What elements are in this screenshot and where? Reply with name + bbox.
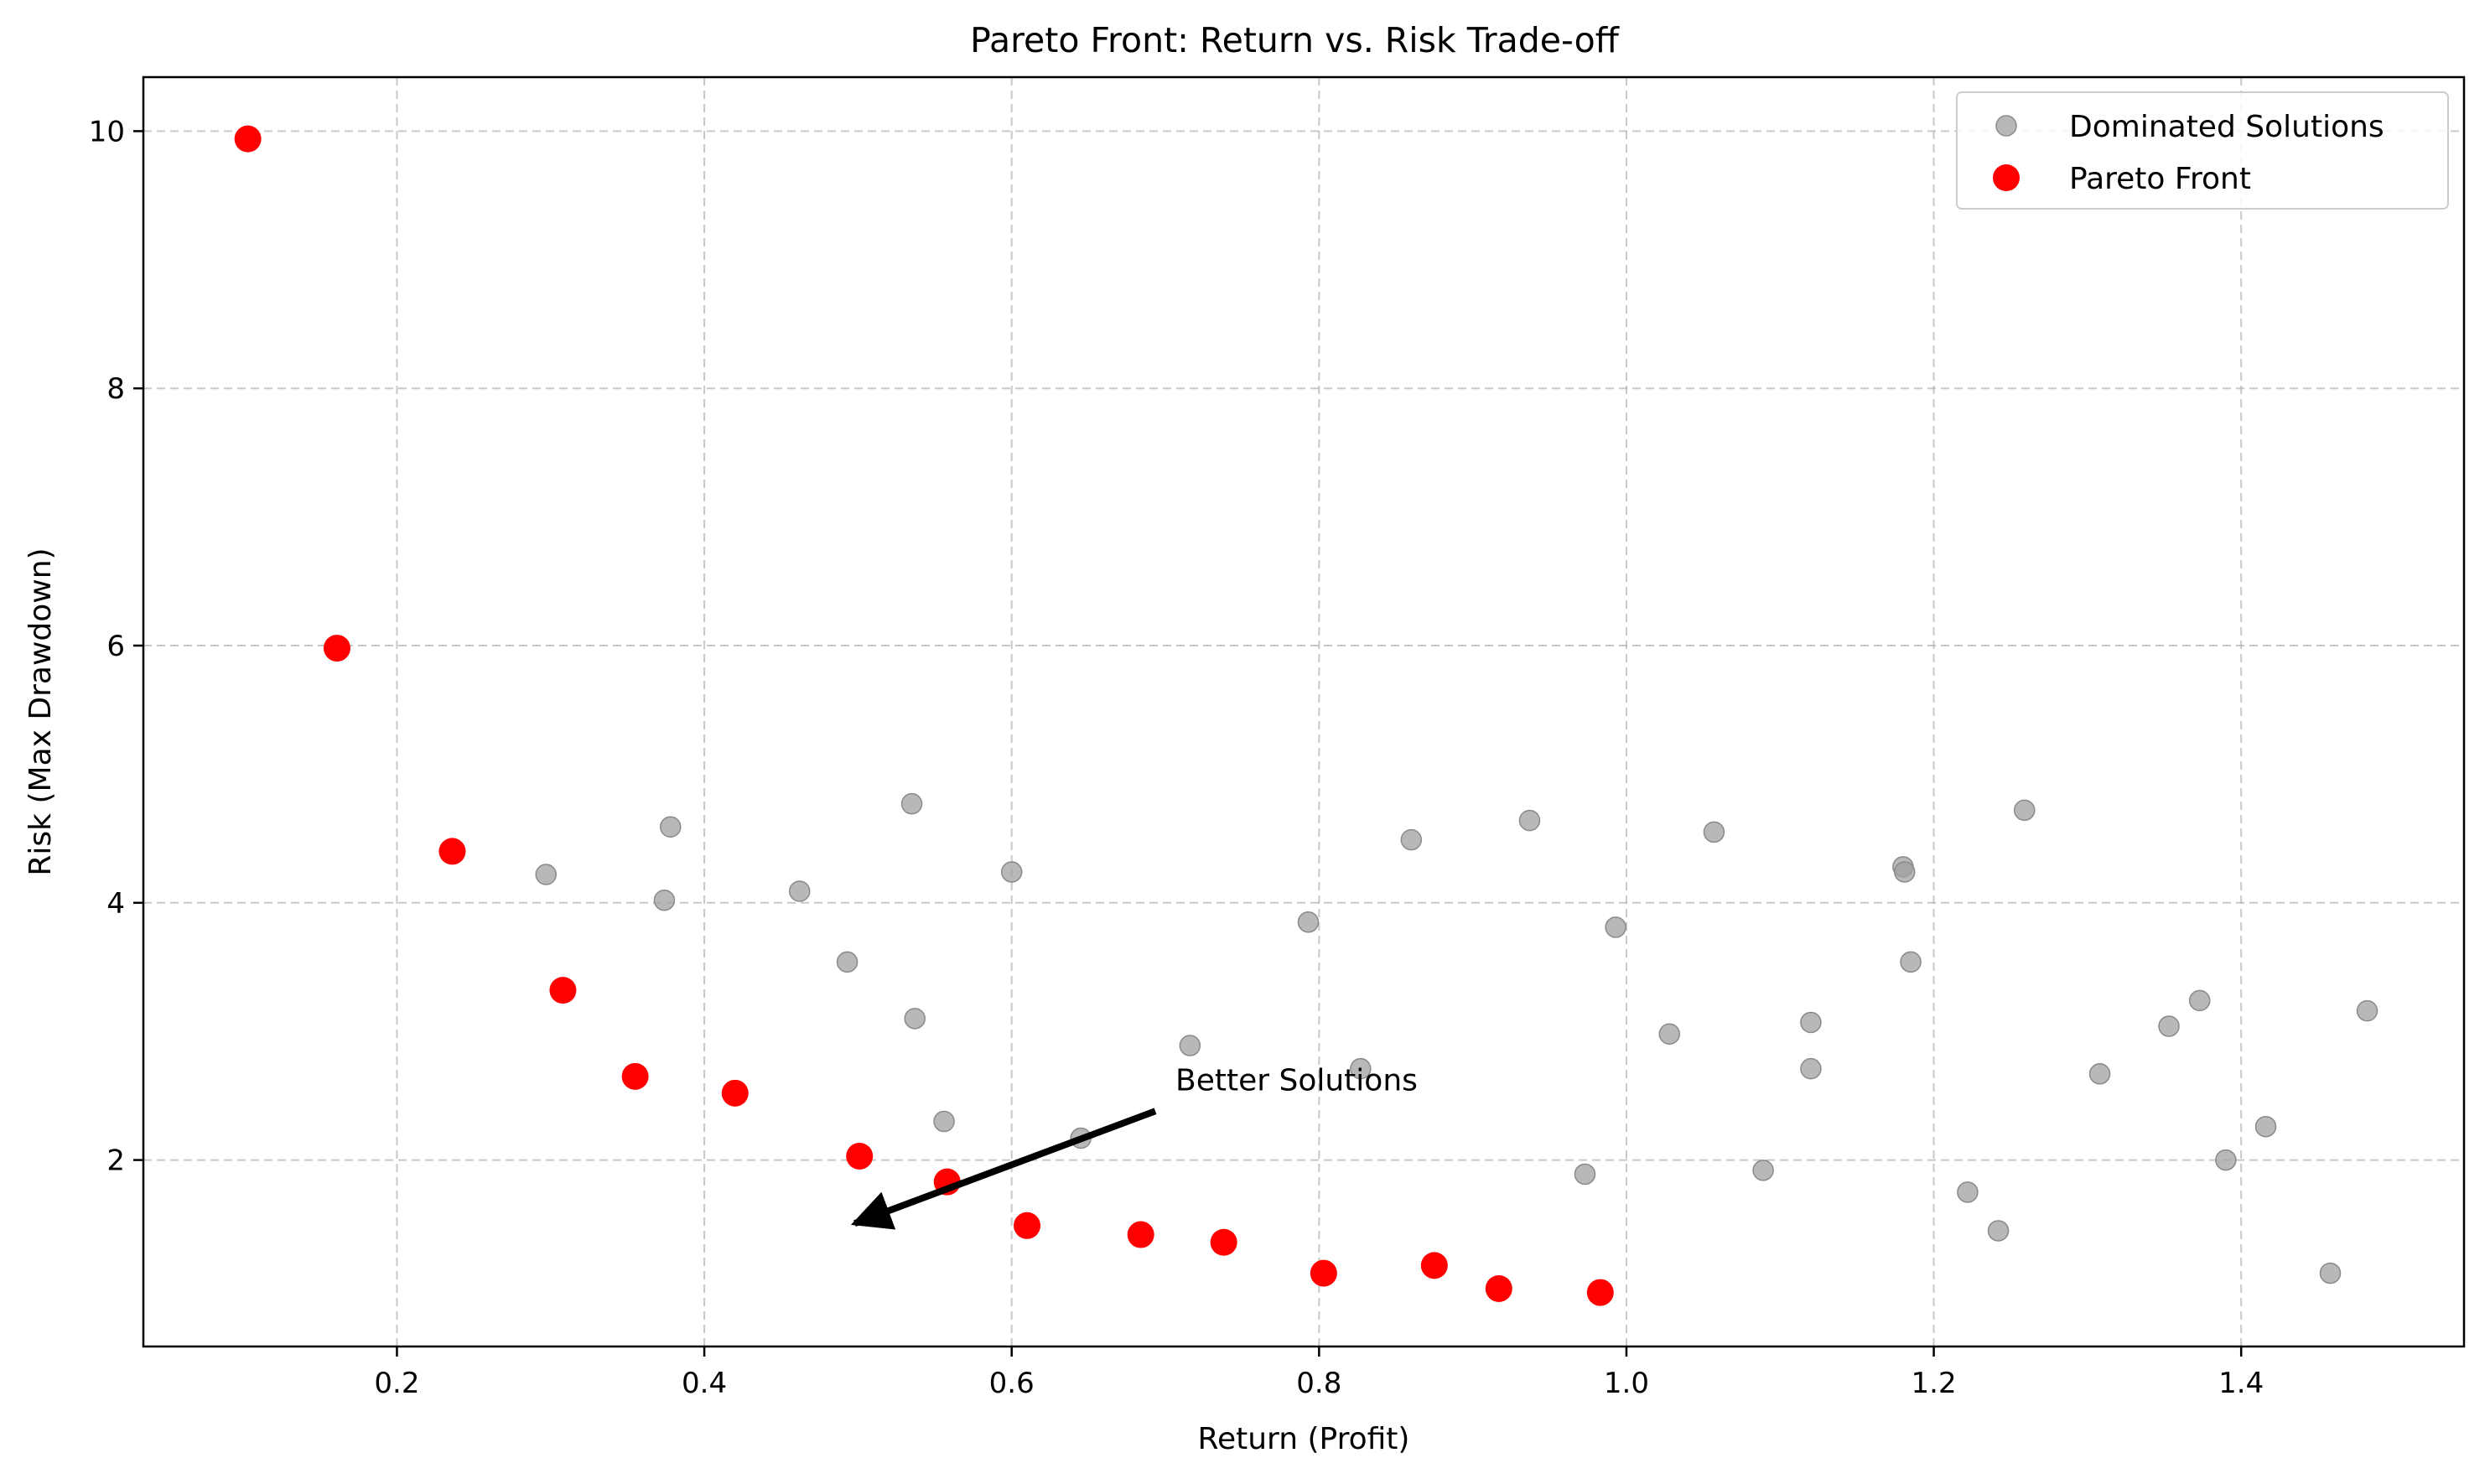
dominated-point [1957,1181,1979,1203]
dominated-point [1179,1035,1201,1056]
x-tick-label: 0.4 [682,1367,727,1400]
plot-frame [142,75,2466,1348]
y-tick-label: 2 [106,1144,125,1178]
dominated-point [933,1110,955,1133]
pareto-point [846,1142,874,1170]
dominated-point [1297,911,1320,933]
legend-marker-dominated [1995,115,2017,137]
dominated-point [1658,1023,1681,1046]
legend-label-dominated: Dominated Solutions [2069,110,2384,144]
dominated-point [836,951,859,973]
pareto-point [721,1079,749,1107]
dominated-point [2356,999,2378,1022]
pareto-point [323,635,350,662]
pareto-point [549,977,577,1004]
dominated-point [1518,809,1541,832]
dominated-point [2158,1015,2180,1037]
dominated-point [1400,828,1423,851]
annotation: Better Solutions [850,1064,1418,1230]
dominated-point [788,880,811,902]
annotation-arrow [850,1108,1157,1230]
annotation-text: Better Solutions [1175,1064,1418,1098]
dominated-point [2013,799,2036,822]
x-tick-label: 0.6 [989,1367,1035,1400]
y-tick-label: 4 [106,887,125,921]
dominated-point [2254,1115,2277,1138]
dominated-point [1703,821,1725,843]
pareto-point [1127,1221,1154,1248]
dominated-point [1987,1220,2010,1242]
pareto-point [1210,1228,1237,1256]
y-tick-label: 6 [106,630,125,663]
dominated-point [1350,1057,1372,1080]
axis-ticks: 0.2 0.4 0.6 0.8 1.0 1.2 1.4 2 4 6 8 10 [89,115,2264,1400]
dominated-point [904,1008,926,1030]
pareto-point [1310,1259,1337,1287]
pareto-point [621,1062,649,1090]
dominated-point [660,816,682,838]
pareto-point [1014,1212,1041,1239]
legend: Dominated Solutions Pareto Front [1956,91,2449,210]
pareto-point [234,125,262,153]
dominated-point [2215,1149,2237,1171]
dominated-point [1900,951,1922,973]
x-tick-label: 1.2 [1912,1367,1957,1400]
dominated-point [535,864,558,885]
dominated-point [900,792,923,815]
x-axis-label: Return (Profit) [1198,1422,1410,1456]
legend-marker-pareto [1993,164,2020,191]
dominated-point [1752,1160,1774,1181]
dominated-point [1605,916,1626,938]
x-tick-label: 1.0 [1604,1367,1649,1400]
chart-title: Pareto Front: Return vs. Risk Trade-off [970,20,1621,60]
x-tick-label: 0.2 [374,1367,419,1400]
x-tick-label: 1.4 [2218,1367,2264,1400]
y-axis-label: Risk (Max Drawdown) [23,547,58,875]
dominated-point [1000,861,1023,883]
dominated-point [2319,1262,2342,1284]
pareto-point [1485,1274,1512,1302]
dominated-point [2088,1063,2111,1085]
data-points [234,125,2378,1306]
dominated-point [653,889,676,911]
pareto-point [1420,1252,1448,1279]
grid-lines [143,77,2464,1346]
legend-label-pareto: Pareto Front [2069,162,2251,196]
pareto-point [1586,1279,1614,1306]
dominated-point [1893,861,1916,883]
pareto-point [438,838,466,865]
y-tick-label: 10 [89,115,125,148]
x-tick-label: 0.8 [1296,1367,1341,1400]
legend-frame [1956,91,2449,210]
dominated-point [1800,1057,1822,1080]
dominated-point [2188,989,2211,1012]
dominated-point [1574,1163,1596,1186]
y-tick-label: 8 [106,372,125,406]
dominated-point [1800,1011,1822,1034]
